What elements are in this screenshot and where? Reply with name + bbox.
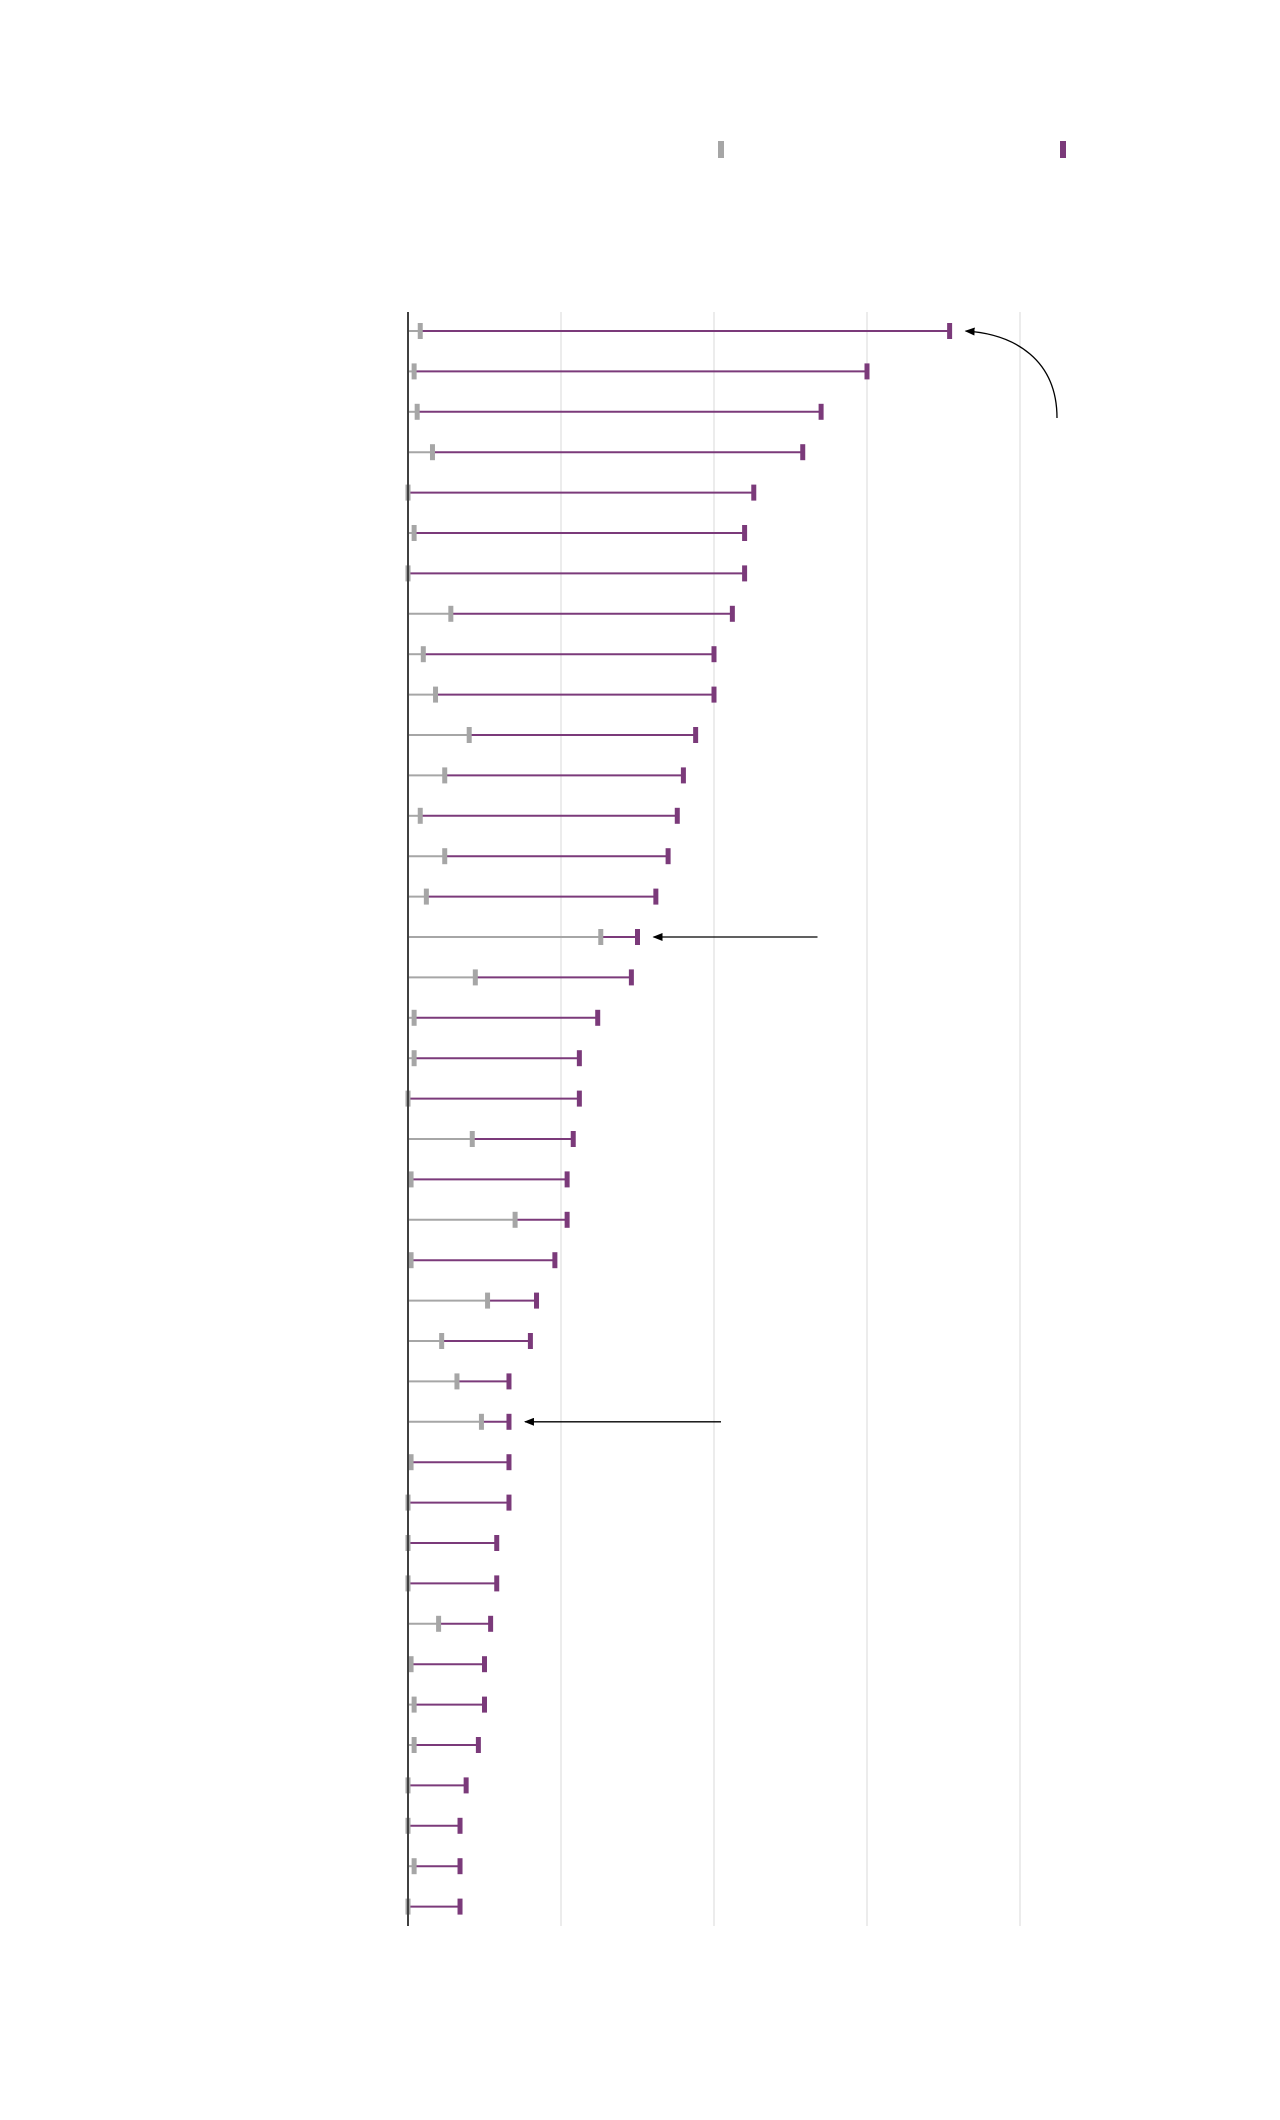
row-13-end-marker	[674, 807, 680, 824]
row-26-end-marker	[527, 1333, 533, 1349]
row-12-end-marker	[680, 767, 686, 784]
row-6-start-marker	[411, 525, 417, 541]
row-14-end-marker	[665, 848, 671, 865]
row-37-end-marker	[463, 1777, 469, 1794]
row-31-end-marker	[494, 1535, 500, 1551]
row-35-end-marker	[482, 1696, 487, 1713]
row-14-start-marker	[442, 848, 448, 865]
row-9-end-marker	[711, 646, 717, 663]
row-15-start-marker	[423, 888, 429, 905]
row-32-end-marker	[494, 1575, 500, 1592]
row-25-start-marker	[485, 1292, 491, 1309]
row-12-start-marker	[442, 767, 448, 784]
row-39-end-marker	[457, 1858, 463, 1875]
row-38-end-marker	[457, 1817, 463, 1834]
row-2-end-marker	[864, 363, 870, 380]
row-33-end-marker	[488, 1615, 494, 1632]
row-35-start-marker	[411, 1696, 417, 1713]
row-34-start-marker	[408, 1656, 414, 1673]
row-13-start-marker	[417, 807, 423, 824]
row-3-end-marker	[818, 403, 824, 420]
row-9-start-marker	[420, 646, 426, 663]
row-2-start-marker	[411, 363, 417, 380]
row-29-end-marker	[506, 1454, 512, 1471]
row-18-end-marker	[595, 1009, 601, 1026]
row-10-end-marker	[711, 686, 717, 703]
row-33-start-marker	[436, 1615, 442, 1632]
row-7-end-marker	[742, 565, 748, 582]
row-28-start-marker	[478, 1413, 484, 1430]
row-30-end-marker	[506, 1494, 512, 1511]
row-29-start-marker	[408, 1454, 414, 1471]
row-15-end-marker	[653, 888, 659, 905]
row-11-start-marker	[466, 727, 472, 743]
row-27-end-marker	[506, 1373, 512, 1390]
row-21-start-marker	[469, 1131, 475, 1147]
row-25-end-marker	[534, 1292, 540, 1309]
row-8-end-marker	[729, 605, 735, 622]
row-17-end-marker	[628, 969, 634, 986]
annotation-arrow-1	[964, 327, 1058, 419]
row-23-start-marker	[512, 1211, 518, 1228]
row-40-end-marker	[457, 1898, 463, 1915]
row-34-end-marker	[482, 1656, 487, 1673]
row-17-start-marker	[472, 969, 478, 986]
row-20-end-marker	[576, 1090, 582, 1107]
row-1-end-marker	[947, 323, 953, 339]
row-19-start-marker	[411, 1050, 417, 1067]
row-5-end-marker	[751, 484, 757, 501]
row-3-start-marker	[414, 403, 420, 420]
row-18-start-marker	[411, 1009, 417, 1026]
row-4-start-marker	[429, 444, 435, 461]
row-36-end-marker	[475, 1737, 481, 1753]
row-8-start-marker	[448, 605, 454, 622]
row-39-start-marker	[411, 1858, 417, 1875]
row-11-end-marker	[693, 727, 699, 743]
row-36-start-marker	[411, 1737, 417, 1753]
row-24-end-marker	[552, 1252, 558, 1269]
row-19-end-marker	[576, 1050, 582, 1067]
row-24-start-marker	[408, 1252, 414, 1269]
row-28-end-marker	[506, 1413, 512, 1430]
row-26-start-marker	[439, 1333, 445, 1349]
row-22-start-marker	[408, 1171, 414, 1188]
row-21-end-marker	[570, 1131, 576, 1147]
row-1-start-marker	[417, 323, 423, 339]
row-16-end-marker	[635, 929, 640, 945]
legend-marker-1	[718, 141, 724, 158]
row-22-end-marker	[564, 1171, 570, 1188]
row-4-end-marker	[800, 444, 806, 461]
row-23-end-marker	[564, 1211, 570, 1228]
row-10-start-marker	[433, 686, 439, 703]
row-16-start-marker	[598, 929, 604, 945]
row-27-start-marker	[454, 1373, 460, 1390]
row-6-end-marker	[742, 525, 748, 541]
legend-marker-2	[1060, 141, 1066, 158]
